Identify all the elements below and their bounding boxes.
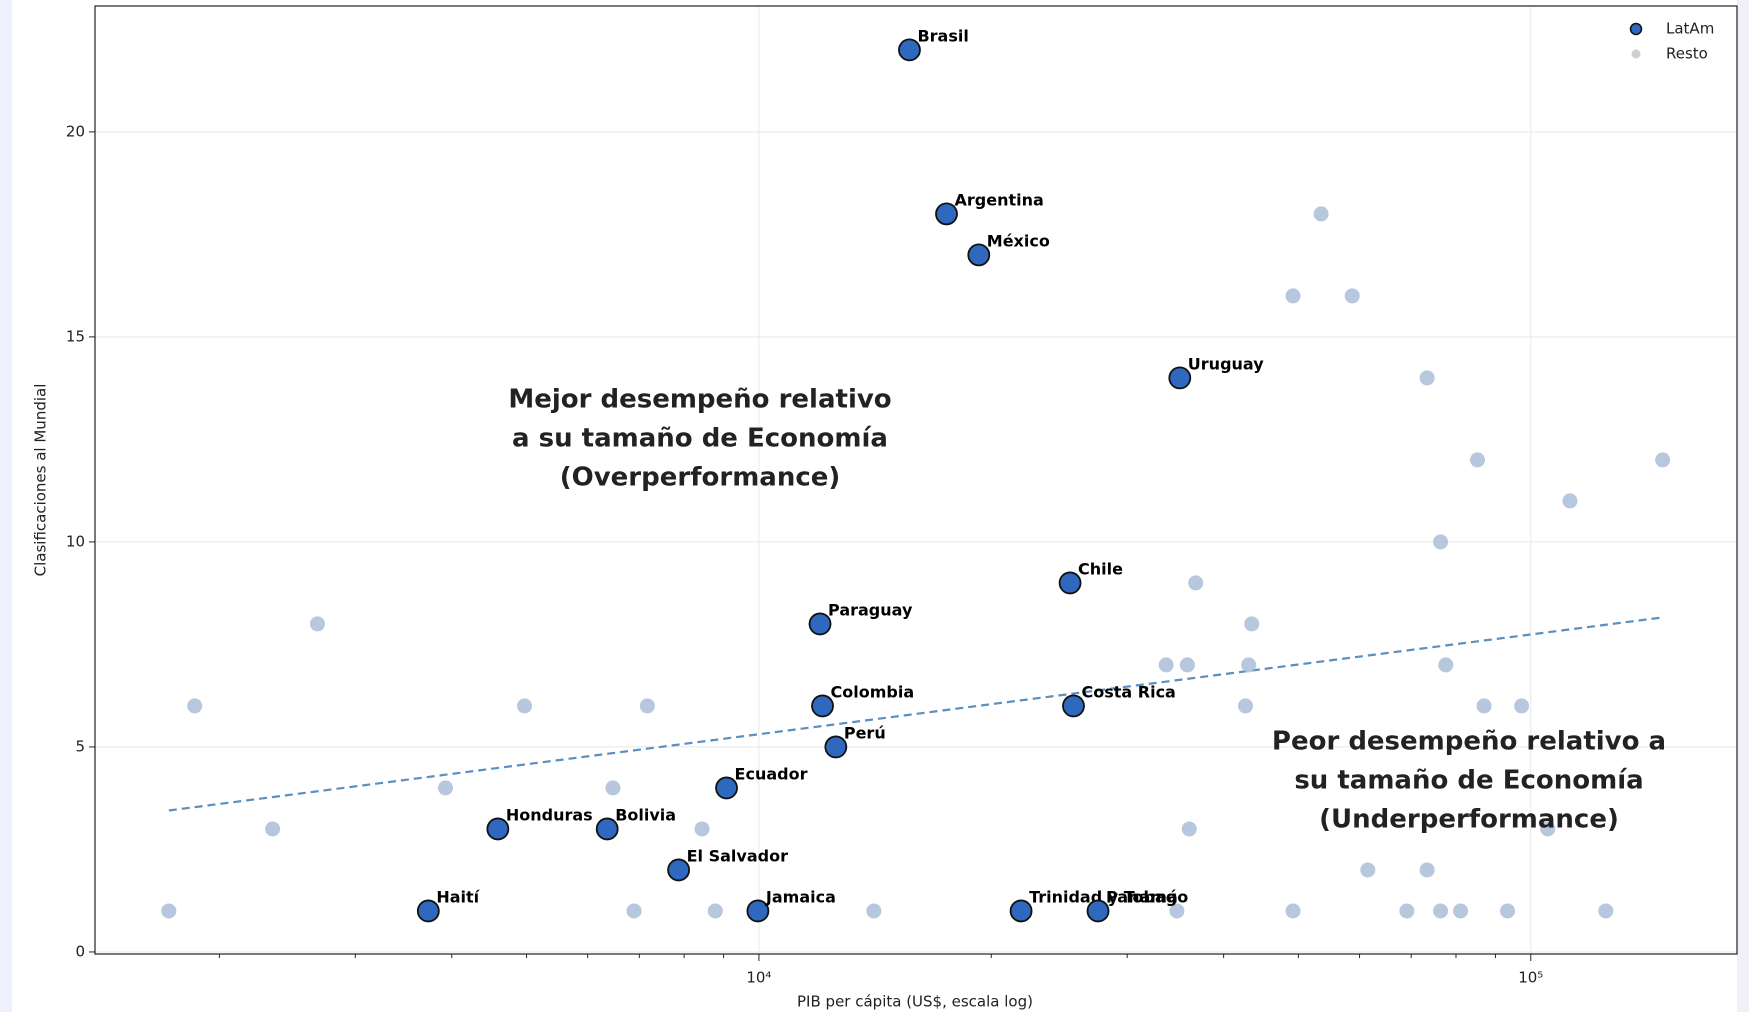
point: [639, 698, 655, 714]
annotation: (Overperformance): [560, 463, 841, 493]
legend-label: LatAm: [1666, 20, 1714, 38]
point: [1419, 862, 1435, 878]
legend-marker: [1629, 22, 1643, 36]
point: [1244, 616, 1260, 632]
point: [1433, 903, 1449, 919]
point: [808, 612, 832, 636]
point: [1058, 571, 1082, 595]
point: [486, 817, 510, 841]
point-label: Colombia: [831, 682, 915, 701]
point: [1598, 903, 1614, 919]
point: [437, 780, 453, 796]
point: [1500, 903, 1516, 919]
x-tick-label: 10⁵: [1518, 969, 1543, 987]
point-label: El Salvador: [687, 846, 788, 865]
point: [416, 899, 440, 923]
y-tick-label: 10: [66, 532, 85, 550]
point: [1188, 575, 1204, 591]
point: [1168, 366, 1192, 390]
point: [935, 202, 958, 226]
y-tick-label: 0: [75, 942, 85, 960]
point-label: Perú: [844, 723, 886, 742]
point: [1399, 903, 1415, 919]
point: [1169, 903, 1185, 919]
point: [1009, 899, 1033, 923]
point-label: Brasil: [917, 26, 968, 45]
point-label: Argentina: [954, 190, 1043, 209]
point: [694, 821, 710, 837]
annotation: a su tamaño de Economía: [512, 424, 888, 454]
point-label: Panamá: [1106, 887, 1178, 906]
point: [1181, 821, 1197, 837]
point: [1476, 698, 1492, 714]
point: [1433, 534, 1449, 550]
point: [1062, 694, 1085, 718]
point: [161, 903, 177, 919]
point: [1360, 862, 1376, 878]
point: [1179, 657, 1195, 673]
point: [1438, 657, 1454, 673]
point: [707, 903, 723, 919]
annotation: Mejor desempeño relativo: [508, 385, 891, 415]
point-label: Trinidad y Tobago: [1029, 887, 1188, 906]
point: [265, 821, 281, 837]
legend-label: Resto: [1666, 45, 1708, 63]
point-label: Honduras: [506, 805, 593, 824]
y-axis-label: Clasificaciones al Mundial: [32, 384, 50, 577]
point: [746, 899, 770, 923]
annotation: su tamaño de Economía: [1294, 766, 1643, 796]
point: [1086, 899, 1110, 923]
point: [811, 694, 834, 718]
point: [517, 698, 533, 714]
point: [1238, 698, 1254, 714]
point-label: Jamaica: [765, 887, 836, 906]
point-label: Haití: [436, 887, 480, 906]
point-label: Uruguay: [1188, 354, 1264, 373]
point: [1514, 698, 1530, 714]
annotation: Peor desempeño relativo a: [1272, 727, 1666, 757]
point-label: Costa Rica: [1081, 682, 1175, 701]
legend-marker: [1631, 49, 1641, 59]
point-label: Ecuador: [735, 764, 808, 783]
point: [1655, 452, 1671, 468]
point: [1453, 903, 1469, 919]
y-tick-label: 5: [75, 737, 85, 755]
point: [967, 243, 991, 267]
point: [626, 903, 642, 919]
plot-frame: [94, 5, 1738, 955]
point: [715, 776, 738, 800]
point: [1344, 288, 1360, 304]
point: [1158, 657, 1174, 673]
point: [824, 735, 848, 759]
point: [1540, 821, 1556, 837]
point: [1313, 206, 1329, 222]
point: [1241, 657, 1257, 673]
x-axis-label: PIB per cápita (US$, escala log): [797, 993, 1033, 1011]
point: [309, 616, 325, 632]
point: [1419, 370, 1435, 386]
trend-line: [168, 616, 1661, 812]
point-label: Chile: [1078, 559, 1123, 578]
x-tick-label: 10⁴: [746, 969, 771, 987]
y-tick-label: 20: [66, 122, 85, 140]
point: [595, 817, 619, 841]
point: [1469, 452, 1485, 468]
point-label: Bolivia: [615, 805, 676, 824]
annotation: (Underperformance): [1319, 805, 1619, 835]
y-tick-label: 15: [66, 327, 85, 345]
point: [1562, 493, 1578, 509]
point-label: México: [987, 231, 1050, 250]
point: [1285, 288, 1301, 304]
point: [605, 780, 621, 796]
point: [667, 858, 691, 882]
point: [898, 38, 921, 62]
panel: [12, 0, 1737, 1012]
point: [187, 698, 203, 714]
point: [1285, 903, 1301, 919]
point-label: Paraguay: [828, 600, 913, 619]
point: [866, 903, 882, 919]
